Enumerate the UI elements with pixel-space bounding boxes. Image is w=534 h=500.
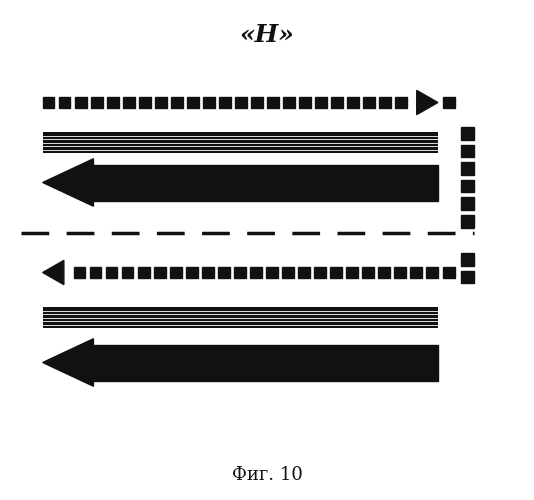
Text: Фиг. 10: Фиг. 10 <box>232 466 302 484</box>
Bar <box>266 267 278 278</box>
Bar <box>362 267 374 278</box>
Bar <box>250 267 262 278</box>
Bar <box>251 97 263 108</box>
Bar <box>282 267 294 278</box>
Text: «H»: «H» <box>240 23 294 47</box>
Bar <box>43 307 438 328</box>
Bar <box>234 267 246 278</box>
Bar <box>267 97 279 108</box>
Bar <box>203 97 215 108</box>
Bar <box>75 97 87 108</box>
Bar <box>90 267 101 278</box>
Bar <box>139 97 151 108</box>
Bar <box>346 267 358 278</box>
Bar <box>218 267 230 278</box>
Bar <box>59 97 70 108</box>
Bar <box>171 97 183 108</box>
Bar <box>379 97 391 108</box>
Bar <box>202 267 214 278</box>
Bar <box>426 267 438 278</box>
Bar <box>170 267 182 278</box>
Bar <box>460 145 474 158</box>
Bar <box>235 97 247 108</box>
Bar <box>138 267 150 278</box>
Polygon shape <box>417 90 438 114</box>
Bar <box>93 344 438 380</box>
Bar <box>186 267 198 278</box>
Polygon shape <box>43 260 64 284</box>
Polygon shape <box>43 339 93 386</box>
Polygon shape <box>43 159 93 206</box>
Bar <box>43 97 54 108</box>
Bar <box>331 97 343 108</box>
Bar <box>43 132 438 153</box>
Bar <box>155 97 167 108</box>
Bar <box>91 97 103 108</box>
Bar <box>460 253 474 266</box>
Bar <box>107 97 119 108</box>
Bar <box>460 128 474 140</box>
Bar <box>443 267 455 278</box>
Bar <box>283 97 295 108</box>
Bar <box>394 267 406 278</box>
Bar <box>460 162 474 175</box>
Bar <box>378 267 390 278</box>
Bar <box>187 97 199 108</box>
Bar <box>93 164 438 200</box>
Bar <box>347 97 359 108</box>
Bar <box>443 97 455 108</box>
Bar <box>460 198 474 210</box>
Bar <box>123 97 135 108</box>
Bar <box>219 97 231 108</box>
Bar <box>460 180 474 192</box>
Bar <box>460 270 474 283</box>
Bar <box>154 267 166 278</box>
Bar <box>315 97 327 108</box>
Bar <box>106 267 117 278</box>
Bar <box>298 267 310 278</box>
Bar <box>460 215 474 228</box>
Bar <box>363 97 375 108</box>
Bar <box>330 267 342 278</box>
Bar <box>314 267 326 278</box>
Bar <box>122 267 134 278</box>
Bar <box>410 267 422 278</box>
Bar <box>299 97 311 108</box>
Bar <box>395 97 407 108</box>
Bar <box>74 267 85 278</box>
